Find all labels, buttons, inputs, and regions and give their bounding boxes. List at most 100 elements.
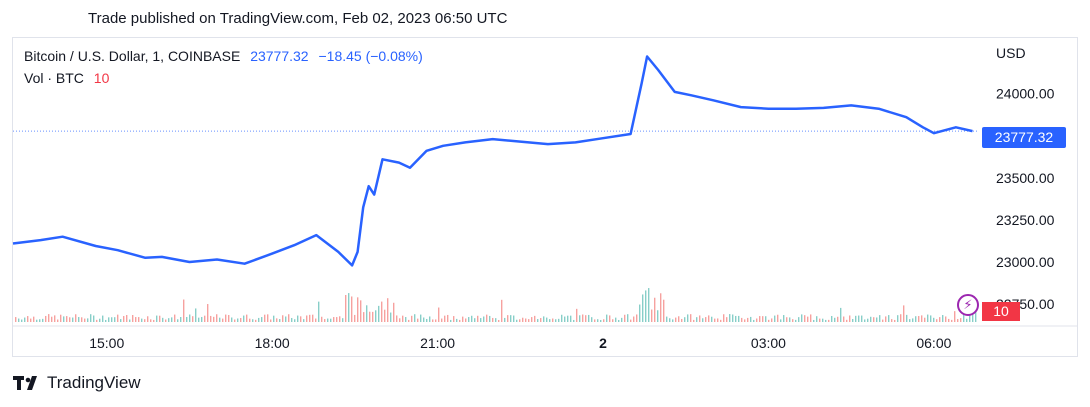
volume-bar (936, 319, 938, 322)
volume-bar (459, 319, 461, 322)
volume-bar (264, 314, 266, 322)
volume-bar (972, 314, 974, 322)
volume-bar (636, 314, 638, 322)
lightning-icon[interactable]: ⚡ (957, 294, 979, 316)
volume-bar (243, 315, 245, 322)
volume-bar (162, 317, 164, 322)
volume-bar (423, 317, 425, 322)
volume-bar (108, 317, 110, 322)
volume-bar (969, 315, 971, 322)
volume-bar (444, 315, 446, 322)
publish-caption: Trade published on TradingView.com, Feb … (88, 10, 508, 27)
volume-bar (954, 311, 956, 322)
volume-bar (732, 314, 734, 322)
volume-bar (255, 319, 257, 322)
volume-bar (288, 314, 290, 322)
volume-bar (237, 318, 239, 322)
volume-bar (510, 315, 512, 322)
volume-bar (171, 317, 173, 322)
volume-bar (249, 318, 251, 322)
volume-bar (192, 316, 194, 322)
volume-bar (828, 319, 830, 322)
volume-bar (102, 315, 104, 322)
volume-bar (612, 319, 614, 322)
volume-bar (432, 319, 434, 322)
volume-bar (375, 310, 377, 322)
volume-bar (807, 316, 809, 322)
volume-bar (783, 315, 785, 322)
volume-bar (225, 314, 227, 322)
volume-bar (456, 318, 458, 322)
volume-bar (708, 315, 710, 322)
volume-bar (306, 315, 308, 322)
volume-bar (540, 318, 542, 322)
volume-bar (750, 316, 752, 322)
volume-bar (213, 316, 215, 322)
volume-bar (924, 317, 926, 322)
volume-bar (483, 316, 485, 322)
volume-bar (471, 315, 473, 322)
last-price-label: 23777.32 (250, 48, 309, 64)
volume-bar (105, 319, 107, 322)
volume-bar (300, 316, 302, 322)
x-tick-label: 18:00 (255, 335, 290, 351)
volume-bar (123, 316, 125, 322)
volume-bar (591, 317, 593, 322)
volume-bar (579, 315, 581, 322)
volume-bar (231, 317, 233, 322)
volume-bar (915, 316, 917, 322)
tradingview-logo[interactable]: TradingView (13, 373, 141, 393)
volume-bar (825, 319, 827, 322)
volume-bar (183, 299, 185, 322)
volume-bar (603, 319, 605, 322)
volume-bar (729, 314, 731, 322)
volume-bar (222, 318, 224, 322)
volume-tag: 10 (982, 302, 1020, 321)
volume-bar (372, 311, 374, 322)
legend-symbol-row: Bitcoin / U.S. Dollar, 1, COINBASE 23777… (24, 48, 429, 64)
volume-bar (768, 319, 770, 322)
volume-bar (276, 318, 278, 322)
volume-bar (426, 318, 428, 322)
volume-bar (144, 319, 146, 322)
volume-bar (903, 305, 905, 322)
volume-bar (15, 317, 17, 322)
volume-bar (378, 305, 380, 322)
volume-bar (975, 309, 977, 322)
volume-bar (624, 314, 626, 322)
volume-bar (537, 319, 539, 322)
volume-bar (114, 317, 116, 322)
volume-bar (129, 319, 131, 322)
volume-bar (414, 314, 416, 322)
volume-bar (363, 312, 365, 322)
volume-bar (348, 293, 350, 322)
volume-bar (186, 317, 188, 322)
volume-bar (195, 308, 197, 322)
volume-bar (840, 307, 842, 322)
volume-bar (411, 315, 413, 322)
volume-bar (963, 314, 965, 322)
volume-bar (717, 318, 719, 322)
volume-bar (711, 316, 713, 322)
x-tick-label: 2 (599, 335, 607, 351)
volume-bar (480, 318, 482, 322)
volume-bar (357, 297, 359, 322)
volume-bar (150, 319, 152, 322)
volume-bar (558, 318, 560, 322)
volume-bar (438, 307, 440, 322)
volume-bar (465, 318, 467, 322)
volume-bar (420, 314, 422, 322)
volume-bar (180, 317, 182, 322)
volume-bar (843, 316, 845, 322)
volume-bar (291, 317, 293, 322)
volume-bar (834, 317, 836, 322)
volume-bar (522, 317, 524, 322)
volume-bar (816, 316, 818, 322)
volume-bar (246, 314, 248, 322)
volume-bar (63, 316, 65, 322)
volume-bar (618, 319, 620, 322)
volume-bar (951, 319, 953, 322)
volume-bar (576, 308, 578, 322)
volume-bar (147, 316, 149, 322)
volume-bar (885, 316, 887, 322)
